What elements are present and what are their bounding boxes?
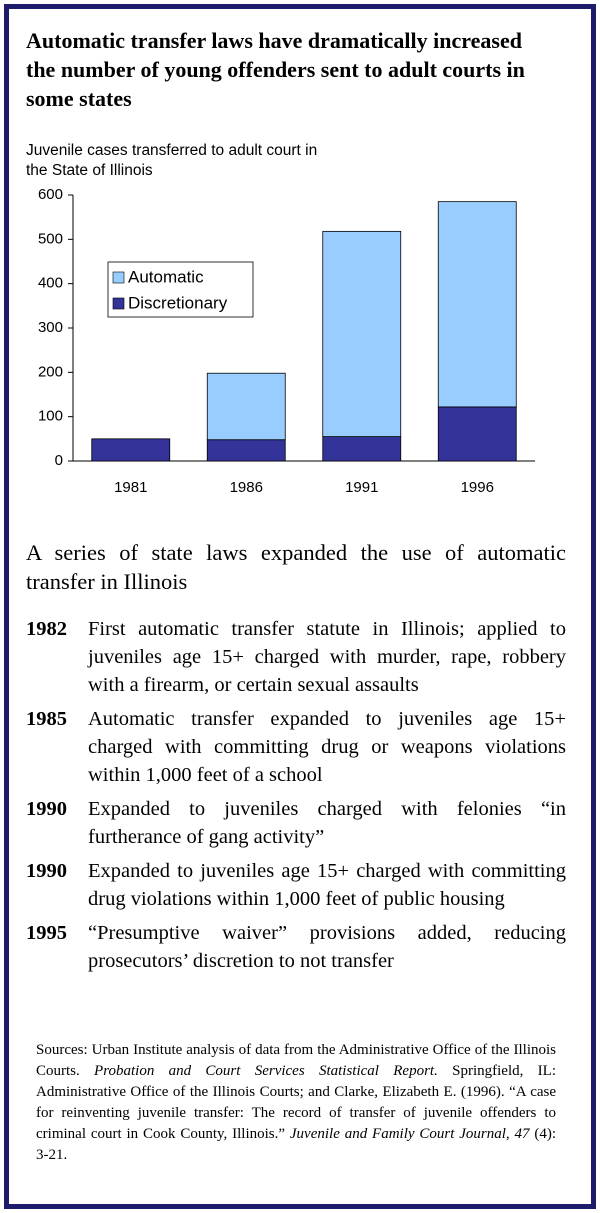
event-text: Expanded to juveniles charged with felon… bbox=[88, 798, 566, 848]
event: 1990 Expanded to juveniles age 15+ charge… bbox=[26, 857, 566, 913]
bar-segment bbox=[322, 436, 402, 462]
x-tick-label: 1996 bbox=[461, 479, 494, 496]
event: 1995 “Presumptive waiver” provisions adde… bbox=[26, 919, 566, 975]
y-tick-label: 0 bbox=[55, 452, 63, 469]
event: 1982 First automatic transfer statute in … bbox=[26, 615, 566, 699]
bar-segment bbox=[437, 406, 517, 462]
frame bbox=[4, 4, 596, 1209]
y-tick-label: 500 bbox=[38, 230, 63, 247]
bar-segment bbox=[322, 230, 402, 438]
y-tick-label: 100 bbox=[38, 408, 63, 425]
event-text: First automatic transfer statute in Illi… bbox=[88, 618, 566, 696]
x-tick-label: 1986 bbox=[230, 479, 263, 496]
event-year: 1990 bbox=[26, 860, 67, 882]
bar-segment bbox=[206, 439, 286, 462]
event-year: 1985 bbox=[26, 708, 67, 730]
event-year: 1982 bbox=[26, 618, 67, 640]
event: 1985 Automatic transfer expanded to juven… bbox=[26, 705, 566, 789]
source-text: Sources: Urban Institute analysis of dat… bbox=[36, 1042, 556, 1079]
y-tick-label: 600 bbox=[38, 186, 63, 203]
legend-swatch bbox=[112, 271, 125, 284]
legend-label: Discretionary bbox=[128, 293, 228, 312]
y-tick-label: 400 bbox=[38, 275, 63, 292]
bar-segment bbox=[206, 372, 286, 441]
source-text: Springfield, IL: Administrative Office o… bbox=[36, 1063, 556, 1142]
source-text: Juvenile and Family Court Journal, 47 bbox=[289, 1126, 530, 1142]
event-year: 1990 bbox=[26, 798, 67, 820]
event-list: 1982 First automatic transfer statute in … bbox=[26, 615, 566, 981]
legend-label: Automatic bbox=[128, 267, 204, 286]
bar-segment bbox=[91, 438, 171, 462]
x-tick-label: 1981 bbox=[114, 479, 147, 496]
y-tick-label: 300 bbox=[38, 319, 63, 336]
title: Automatic transfer laws have dramaticall… bbox=[26, 28, 525, 111]
bar-segment bbox=[437, 201, 517, 408]
y-tick-label: 200 bbox=[38, 363, 63, 380]
legend-swatch bbox=[112, 297, 125, 310]
event-text: Automatic transfer expanded to juveniles… bbox=[88, 708, 566, 786]
event-year: 1995 bbox=[26, 922, 67, 944]
event: 1990 Expanded to juveniles charged with f… bbox=[26, 795, 566, 851]
legend-box bbox=[107, 261, 254, 318]
x-tick-label: 1991 bbox=[345, 479, 378, 496]
y-axis-label: Juvenile cases transferred to adult cour… bbox=[26, 142, 318, 179]
chart: 0 100 200 300 400 500 600 1981 1986 1991 1996 Autom… bbox=[38, 186, 535, 496]
section-heading: A series of state laws expanded the use … bbox=[26, 540, 566, 594]
source-text: (4): 3-21. bbox=[36, 1126, 556, 1163]
event-text: Expanded to juveniles age 15+ charged wi… bbox=[88, 860, 566, 910]
sources: Sources: Urban Institute analysis of dat… bbox=[36, 1040, 556, 1166]
source-text: Probation and Court Services Statistical… bbox=[94, 1063, 438, 1079]
event-text: “Presumptive waiver” provisions added, r… bbox=[88, 922, 566, 972]
